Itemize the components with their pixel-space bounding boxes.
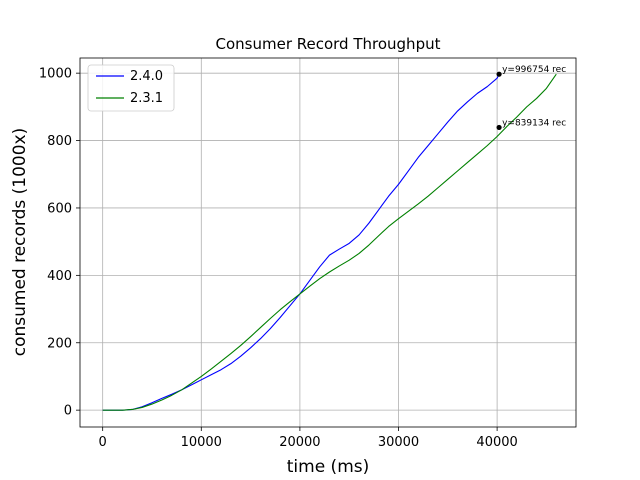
x-tick-label: 0 — [99, 435, 107, 450]
plot-frame — [79, 57, 577, 428]
legend-label-2-4-0: 2.4.0 — [130, 69, 163, 84]
chart-title: Consumer Record Throughput — [216, 35, 441, 53]
y-tick-label: 600 — [47, 201, 72, 216]
legend: 2.4.0 2.3.1 — [87, 64, 175, 112]
x-axis-label: time (ms) — [287, 457, 370, 477]
y-tick-label: 0 — [64, 404, 72, 419]
annotation-layer: y=996754 rec y=839134 rec — [496, 65, 566, 131]
y-axis-label: consumed records (1000x) — [10, 128, 30, 357]
series-line-2-3-1 — [102, 73, 557, 411]
annotation-label: y=839134 rec — [502, 118, 566, 128]
tick-layer: 0 10000 20000 30000 40000 0 200 400 600 800 1000 — [39, 67, 518, 450]
legend-label-2-3-1: 2.3.1 — [130, 91, 163, 106]
x-tick-label: 40000 — [476, 435, 517, 450]
annotation-label: y=996754 rec — [502, 65, 566, 75]
series-line-2-4-0 — [102, 73, 500, 411]
x-tick-label: 10000 — [181, 435, 222, 450]
x-tick-label: 20000 — [279, 435, 320, 450]
y-tick-label: 1000 — [39, 67, 72, 82]
annotation-marker — [496, 124, 502, 131]
y-tick-label: 400 — [47, 269, 72, 284]
y-tick-label: 200 — [47, 336, 72, 351]
grid — [80, 58, 576, 427]
annotation-marker — [496, 71, 502, 77]
x-tick-label: 30000 — [378, 435, 419, 450]
series-layer — [102, 73, 557, 411]
y-tick-label: 800 — [47, 134, 72, 149]
